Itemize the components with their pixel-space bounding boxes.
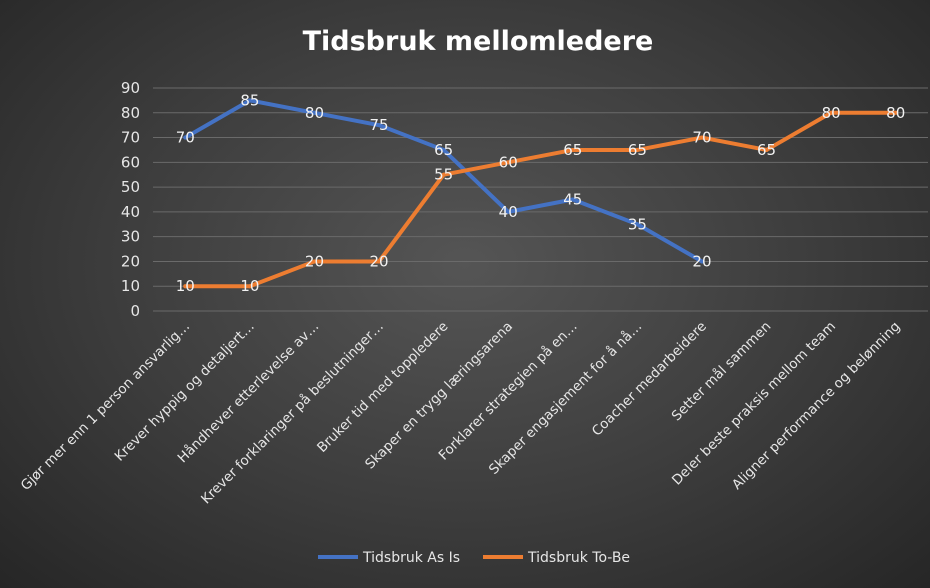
y-tick-label: 50 bbox=[121, 178, 140, 196]
data-label: 75 bbox=[369, 116, 388, 134]
x-category-label: Forklarer strategien på en… bbox=[435, 318, 581, 464]
data-point bbox=[506, 160, 511, 165]
chart-title: Tidsbruk mellomledere bbox=[303, 26, 654, 57]
data-point bbox=[764, 147, 769, 152]
data-label: 80 bbox=[886, 104, 905, 122]
data-point bbox=[441, 172, 446, 177]
data-point bbox=[893, 110, 898, 115]
data-point bbox=[377, 259, 382, 264]
data-point bbox=[183, 284, 188, 289]
x-category-label: Krever hyppig og detaljert… bbox=[112, 319, 258, 465]
data-point bbox=[829, 110, 834, 115]
y-tick-label: 40 bbox=[121, 203, 140, 221]
x-category-label: Håndhever etterlevelse av… bbox=[174, 318, 322, 466]
data-label: 85 bbox=[240, 91, 259, 109]
data-label: 65 bbox=[434, 141, 453, 159]
data-label: 20 bbox=[692, 252, 711, 270]
x-axis-categories: Gjør mer enn 1 person ansvarlig…Krever h… bbox=[18, 318, 904, 507]
y-tick-label: 20 bbox=[121, 252, 140, 270]
data-label: 70 bbox=[176, 129, 195, 147]
data-label: 70 bbox=[692, 129, 711, 147]
y-tick-label: 60 bbox=[121, 153, 140, 171]
data-label: 45 bbox=[563, 191, 582, 209]
legend: Tidsbruk As Is Tidsbruk To-Be bbox=[318, 550, 630, 566]
data-label: 65 bbox=[628, 141, 647, 159]
data-label: 10 bbox=[240, 277, 259, 295]
data-point bbox=[312, 110, 317, 115]
y-axis-ticks: 0 10 20 30 40 50 60 70 80 90 bbox=[121, 79, 140, 320]
data-label: 65 bbox=[757, 141, 776, 159]
y-tick-label: 90 bbox=[121, 79, 140, 97]
data-point bbox=[570, 147, 575, 152]
series-line-2 bbox=[183, 110, 898, 289]
gridlines bbox=[153, 87, 928, 312]
data-point bbox=[635, 147, 640, 152]
y-tick-label: 80 bbox=[121, 104, 140, 122]
data-label: 20 bbox=[305, 252, 324, 270]
x-category-label: Coacher medarbeidere bbox=[589, 319, 710, 440]
data-point bbox=[377, 123, 382, 128]
y-tick-label: 10 bbox=[121, 277, 140, 295]
legend-label-2: Tidsbruk To-Be bbox=[527, 550, 630, 566]
data-label: 80 bbox=[305, 104, 324, 122]
data-point bbox=[312, 259, 317, 264]
series-lines bbox=[183, 98, 898, 289]
y-tick-label: 70 bbox=[121, 129, 140, 147]
data-point bbox=[506, 209, 511, 214]
data-point bbox=[570, 197, 575, 202]
data-label: 60 bbox=[499, 153, 518, 171]
data-point bbox=[247, 98, 252, 103]
data-label: 20 bbox=[369, 252, 388, 270]
y-tick-label: 0 bbox=[130, 302, 140, 320]
data-label: 35 bbox=[628, 215, 647, 233]
data-label: 55 bbox=[434, 166, 453, 184]
x-category-label: Bruker tid med toppledere bbox=[314, 319, 451, 456]
data-point bbox=[699, 135, 704, 140]
data-point bbox=[247, 284, 252, 289]
data-point bbox=[635, 222, 640, 227]
data-label: 10 bbox=[176, 277, 195, 295]
data-point bbox=[183, 135, 188, 140]
data-label: 80 bbox=[822, 104, 841, 122]
y-tick-label: 30 bbox=[121, 228, 140, 246]
data-label: 40 bbox=[499, 203, 518, 221]
data-labels: 70 85 80 75 65 40 45 35 20 10 10 20 20 55 60 65 65 70 65 80… bbox=[176, 91, 906, 295]
data-label: 65 bbox=[563, 141, 582, 159]
legend-label-1: Tidsbruk As Is bbox=[362, 550, 460, 566]
data-point bbox=[699, 259, 704, 264]
data-point bbox=[441, 147, 446, 152]
